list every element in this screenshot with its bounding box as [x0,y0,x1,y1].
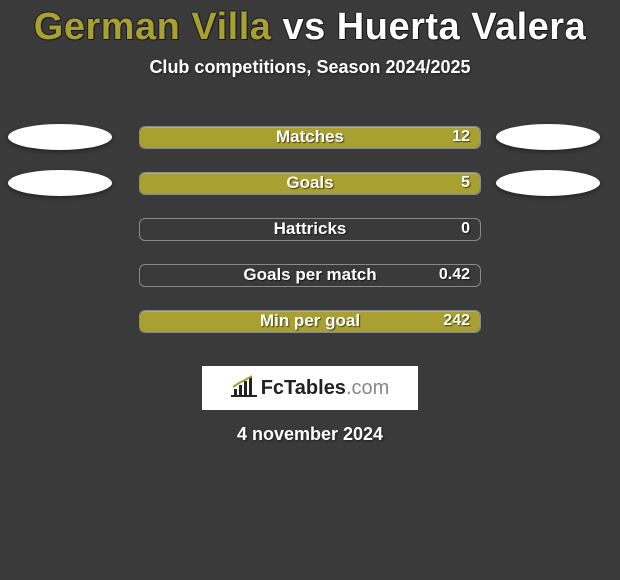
player-a-marker [8,124,112,150]
player-b-marker [496,124,600,150]
stat-row: Goals5 [0,160,620,206]
stat-bar-track [139,126,481,149]
chart-icon [231,375,257,402]
stat-bar-track [139,172,481,195]
comparison-title: German Villa vs Huerta Valera [0,0,620,49]
stat-row: Hattricks0 [0,206,620,252]
source-logo: FcTables.com [202,366,418,410]
logo-text-dim: .com [346,377,389,399]
stat-bar-fill [140,173,480,194]
logo-text-strong: FcTables [261,377,346,399]
season-subtitle: Club competitions, Season 2024/2025 [0,57,620,78]
stat-bar-fill [140,311,480,332]
snapshot-date: 4 november 2024 [0,424,620,445]
stat-bar-track [139,310,481,333]
logo-text: FcTables.com [261,377,390,400]
vs-text: vs [271,6,336,48]
stats-container: Matches12Goals5Hattricks0Goals per match… [0,114,620,344]
player-a-marker [8,170,112,196]
stat-row: Goals per match0.42 [0,252,620,298]
stat-bar-track [139,218,481,241]
player-b-name: Huerta Valera [337,6,586,48]
stat-row: Matches12 [0,114,620,160]
stat-bar-fill [140,127,480,148]
player-b-marker [496,170,600,196]
stat-bar-track [139,264,481,287]
stat-row: Min per goal242 [0,298,620,344]
player-a-name: German Villa [34,6,272,48]
